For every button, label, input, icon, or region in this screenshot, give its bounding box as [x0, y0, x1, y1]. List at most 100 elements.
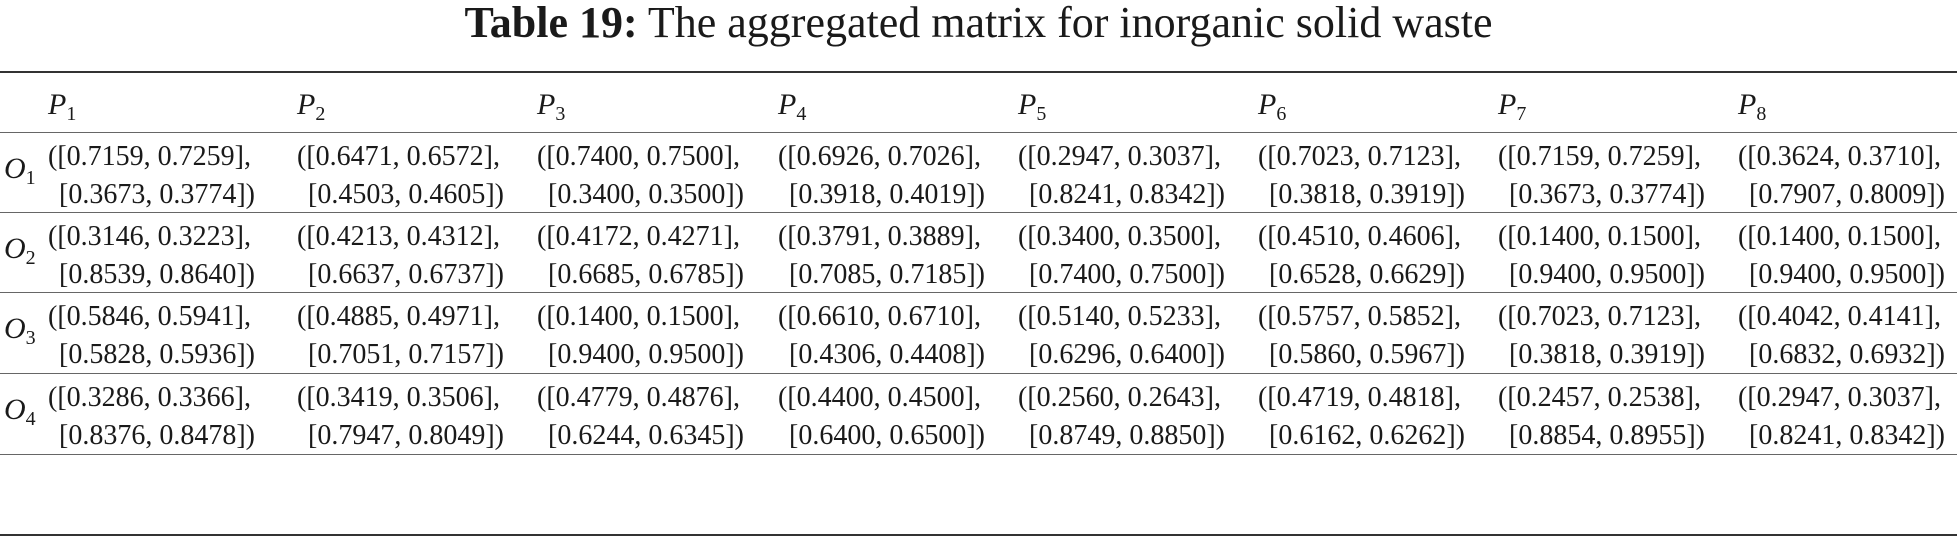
cell-truth-interval: ([0.5846, 0.5941], — [48, 301, 251, 332]
table-top-rule — [0, 71, 1957, 73]
row-header-o1: O1 — [0, 152, 56, 190]
cell-falsity-interval: [0.5828, 0.5936]) — [59, 339, 255, 370]
cell-falsity-interval: [0.6528, 0.6629]) — [1269, 259, 1465, 290]
matrix-cell: ([0.1400, 0.1500], [0.9400, 0.9500]) — [1498, 218, 1705, 294]
matrix-cell: ([0.4042, 0.4141], [0.6832, 0.6932]) — [1738, 298, 1945, 374]
cell-truth-interval: ([0.7159, 0.7259], — [1498, 141, 1701, 172]
column-header-subscript: 8 — [1756, 103, 1767, 125]
cell-falsity-interval: [0.6162, 0.6262]) — [1269, 420, 1465, 451]
cell-truth-interval: ([0.4172, 0.4271], — [537, 221, 740, 252]
matrix-cell: ([0.2560, 0.2643], [0.8749, 0.8850]) — [1018, 379, 1225, 455]
matrix-cell: ([0.4510, 0.4606], [0.6528, 0.6629]) — [1258, 218, 1465, 294]
column-header-symbol: P — [1498, 88, 1517, 121]
matrix-cell: ([0.7400, 0.7500], [0.3400, 0.3500]) — [537, 138, 744, 214]
cell-truth-interval: ([0.3146, 0.3223], — [48, 221, 251, 252]
cell-falsity-interval: [0.3818, 0.3919]) — [1269, 179, 1465, 210]
row-header-o3: O3 — [0, 312, 56, 350]
cell-truth-interval: ([0.4510, 0.4606], — [1258, 221, 1461, 252]
cell-truth-interval: ([0.6926, 0.7026], — [778, 141, 981, 172]
matrix-cell: ([0.7159, 0.7259], [0.3673, 0.3774]) — [1498, 138, 1705, 214]
cell-truth-interval: ([0.4885, 0.4971], — [297, 301, 500, 332]
cell-falsity-interval: [0.8241, 0.8342]) — [1749, 420, 1945, 451]
cell-truth-interval: ([0.3419, 0.3506], — [297, 382, 500, 413]
matrix-cell: ([0.5140, 0.5233], [0.6296, 0.6400]) — [1018, 298, 1225, 374]
cell-truth-interval: ([0.6471, 0.6572], — [297, 141, 500, 172]
matrix-cell: ([0.6926, 0.7026], [0.3918, 0.4019]) — [778, 138, 985, 214]
cell-falsity-interval: [0.7400, 0.7500]) — [1029, 259, 1225, 290]
cell-truth-interval: ([0.7159, 0.7259], — [48, 141, 251, 172]
matrix-cell: ([0.2457, 0.2538], [0.8854, 0.8955]) — [1498, 379, 1705, 455]
cell-truth-interval: ([0.5757, 0.5852], — [1258, 301, 1461, 332]
matrix-cell: ([0.6471, 0.6572], [0.4503, 0.4605]) — [297, 138, 504, 214]
cell-falsity-interval: [0.3818, 0.3919]) — [1509, 339, 1705, 370]
cell-falsity-interval: [0.5860, 0.5967]) — [1269, 339, 1465, 370]
cell-truth-interval: ([0.3286, 0.3366], — [48, 382, 251, 413]
column-header-symbol: P — [1738, 88, 1757, 121]
matrix-cell: ([0.2947, 0.3037], [0.8241, 0.8342]) — [1738, 379, 1945, 455]
row-header-subscript: 4 — [25, 408, 36, 430]
table-row-rule — [0, 212, 1957, 213]
cell-falsity-interval: [0.8539, 0.8640]) — [59, 259, 255, 290]
cell-truth-interval: ([0.6610, 0.6710], — [778, 301, 981, 332]
cell-truth-interval: ([0.1400, 0.1500], — [1738, 221, 1941, 252]
cell-truth-interval: ([0.4213, 0.4312], — [297, 221, 500, 252]
table-header-rule — [0, 132, 1957, 133]
column-header-symbol: P — [778, 88, 797, 121]
column-header-subscript: 3 — [555, 103, 566, 125]
matrix-cell: ([0.4400, 0.4500], [0.6400, 0.6500]) — [778, 379, 985, 455]
table-caption: Table 19: The aggregated matrix for inor… — [0, 0, 1957, 69]
column-header-p6: P6 — [1258, 80, 1286, 130]
cell-truth-interval: ([0.3624, 0.3710], — [1738, 141, 1941, 172]
table-bottom-rule — [0, 534, 1957, 536]
cell-falsity-interval: [0.4306, 0.4408]) — [789, 339, 985, 370]
column-header-p1: P1 — [48, 80, 76, 130]
column-header-subscript: 1 — [66, 103, 77, 125]
cell-falsity-interval: [0.8854, 0.8955]) — [1509, 420, 1705, 451]
matrix-cell: ([0.4213, 0.4312], [0.6637, 0.6737]) — [297, 218, 504, 294]
cell-falsity-interval: [0.6685, 0.6785]) — [548, 259, 744, 290]
column-header-subscript: 6 — [1276, 103, 1287, 125]
cell-truth-interval: ([0.1400, 0.1500], — [537, 301, 740, 332]
cell-falsity-interval: [0.6400, 0.6500]) — [789, 420, 985, 451]
column-header-p8: P8 — [1738, 80, 1766, 130]
row-header-o4: O4 — [0, 393, 56, 431]
matrix-cell: ([0.4779, 0.4876], [0.6244, 0.6345]) — [537, 379, 744, 455]
cell-truth-interval: ([0.2560, 0.2643], — [1018, 382, 1221, 413]
table-caption-text: The aggregated matrix for inorganic soli… — [647, 0, 1493, 47]
cell-falsity-interval: [0.6244, 0.6345]) — [548, 420, 744, 451]
matrix-cell: ([0.4719, 0.4818], [0.6162, 0.6262]) — [1258, 379, 1465, 455]
cell-falsity-interval: [0.9400, 0.9500]) — [548, 339, 744, 370]
row-header-symbol: O — [4, 312, 26, 345]
cell-truth-interval: ([0.3791, 0.3889], — [778, 221, 981, 252]
row-header-subscript: 3 — [25, 327, 36, 349]
cell-falsity-interval: [0.8376, 0.8478]) — [59, 420, 255, 451]
cell-truth-interval: ([0.7400, 0.7500], — [537, 141, 740, 172]
column-header-subscript: 2 — [315, 103, 326, 125]
column-header-symbol: P — [1258, 88, 1277, 121]
matrix-cell: ([0.3624, 0.3710], [0.7907, 0.8009]) — [1738, 138, 1945, 214]
cell-falsity-interval: [0.3400, 0.3500]) — [548, 179, 744, 210]
matrix-cell: ([0.3419, 0.3506], [0.7947, 0.8049]) — [297, 379, 504, 455]
cell-falsity-interval: [0.3673, 0.3774]) — [59, 179, 255, 210]
matrix-cell: ([0.5846, 0.5941], [0.5828, 0.5936]) — [48, 298, 255, 374]
cell-falsity-interval: [0.7085, 0.7185]) — [789, 259, 985, 290]
cell-truth-interval: ([0.2947, 0.3037], — [1018, 141, 1221, 172]
matrix-cell: ([0.3286, 0.3366], [0.8376, 0.8478]) — [48, 379, 255, 455]
column-header-p4: P4 — [778, 80, 806, 130]
row-header-subscript: 1 — [25, 167, 36, 189]
column-header-symbol: P — [297, 88, 316, 121]
cell-truth-interval: ([0.4779, 0.4876], — [537, 382, 740, 413]
column-header-p3: P3 — [537, 80, 565, 130]
column-header-subscript: 5 — [1036, 103, 1047, 125]
matrix-cell: ([0.7159, 0.7259], [0.3673, 0.3774]) — [48, 138, 255, 214]
cell-truth-interval: ([0.1400, 0.1500], — [1498, 221, 1701, 252]
row-header-symbol: O — [4, 393, 26, 426]
cell-falsity-interval: [0.7947, 0.8049]) — [308, 420, 504, 451]
table-row-rule — [0, 454, 1957, 455]
row-header-symbol: O — [4, 232, 26, 265]
table-caption-label: Table 19: — [464, 0, 638, 47]
matrix-cell: ([0.4172, 0.4271], [0.6685, 0.6785]) — [537, 218, 744, 294]
column-header-subscript: 4 — [796, 103, 807, 125]
row-header-symbol: O — [4, 152, 26, 185]
column-header-subscript: 7 — [1516, 103, 1527, 125]
